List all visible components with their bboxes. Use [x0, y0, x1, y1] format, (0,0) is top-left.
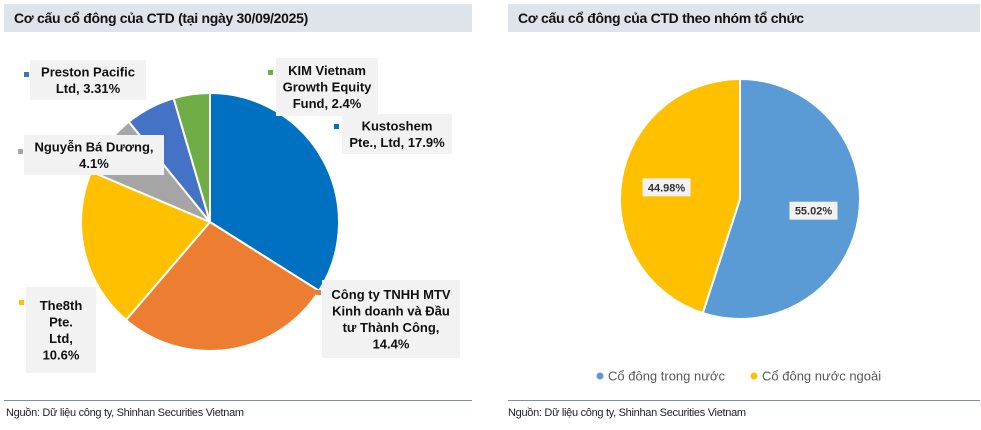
left-pie-labels: Kustoshem Pte., Ltd, 17.9% Công ty TNHH MT… — [18, 58, 460, 373]
slice-cong-ty-tnhh-mtv-kinh-doanh-va-dau-tu-thanh-cong — [124, 220, 321, 352]
legend-label: Cổ đông trong nước — [608, 369, 725, 384]
label-color-marker — [24, 72, 29, 77]
slice-co-dong-trong-nuoc — [701, 77, 861, 320]
label-preston-pacific-ltd: Preston Pacific Ltd, 3.31% — [24, 60, 146, 100]
legend-item-co-dong-trong-nuoc: Cổ đông trong nước — [596, 369, 725, 384]
label-line: Ltd, — [49, 331, 73, 346]
label-box — [24, 135, 164, 175]
label-line: 10.6% — [43, 347, 80, 362]
label-line: Kustoshem — [362, 118, 433, 133]
label-line: Fund, 2.4% — [293, 96, 362, 111]
data-label-box — [642, 178, 691, 197]
slice-kim-vietnam-growth-equity-fund — [172, 91, 211, 223]
label-line: tư Thành Công, — [343, 320, 440, 335]
label-line: KIM Vietnam — [288, 63, 366, 78]
data-label-co-dong-trong-nuoc: 55.02% — [795, 206, 833, 218]
label-color-marker — [18, 149, 23, 154]
label-box — [276, 58, 378, 116]
right-pie-chart: 55.02% 44.98% — [619, 77, 861, 320]
label-nguyen-ba-duong: Nguyễn Bá Dương, 4.1% — [18, 135, 164, 175]
label-line: Pte. — [49, 314, 73, 329]
label-color-marker — [316, 290, 321, 295]
label-box — [30, 60, 146, 100]
right-chart-title: Cơ cấu cổ đông của CTD theo nhóm tổ chức — [508, 4, 980, 32]
label-box — [322, 280, 460, 358]
left-pie-chart — [80, 91, 340, 352]
right-source-note: Nguồn: Dữ liệu công ty, Shinhan Securiti… — [508, 407, 746, 419]
data-label-box — [789, 201, 838, 220]
label-color-marker — [19, 300, 24, 305]
legend-marker — [596, 372, 604, 380]
left-source-note: Nguồn: Dữ liệu công ty, Shinhan Securiti… — [6, 407, 244, 419]
label-line: Công ty TNHH MTV — [331, 287, 450, 302]
left-chart-title: Cơ cấu cổ đông của CTD (tại ngày 30/09/2… — [4, 4, 472, 32]
label-line: Preston Pacific — [41, 64, 135, 79]
legend-label: Cổ đông nước ngoài — [762, 369, 881, 384]
label-color-marker — [334, 124, 339, 129]
label-line: Kinh doanh và Đầu — [332, 303, 450, 318]
label-box — [342, 114, 452, 154]
left-divider — [4, 400, 472, 401]
label-line: Pte., Ltd, 17.9% — [349, 135, 445, 150]
legend-marker — [750, 372, 758, 380]
legend-item-co-dong-nuoc-ngoai: Cổ đông nước ngoài — [750, 369, 881, 384]
label-line: 14.4% — [373, 336, 410, 351]
label-line: Growth Equity — [283, 80, 373, 95]
right-pie-legend: Cổ đông trong nước Cổ đông nước ngoài — [596, 369, 881, 384]
label-kustoshem-pte-ltd: Kustoshem Pte., Ltd, 17.9% — [334, 114, 452, 154]
data-label-co-dong-nuoc-ngoai: 44.98% — [648, 182, 686, 194]
label-line: Ltd, 3.31% — [56, 81, 121, 96]
right-divider — [508, 400, 980, 401]
label-color-marker — [268, 70, 273, 75]
label-line: 4.1% — [79, 156, 109, 171]
label-line: The8th — [40, 298, 83, 313]
label-line: Nguyễn Bá Dương, — [34, 139, 153, 154]
label-box — [26, 287, 96, 373]
